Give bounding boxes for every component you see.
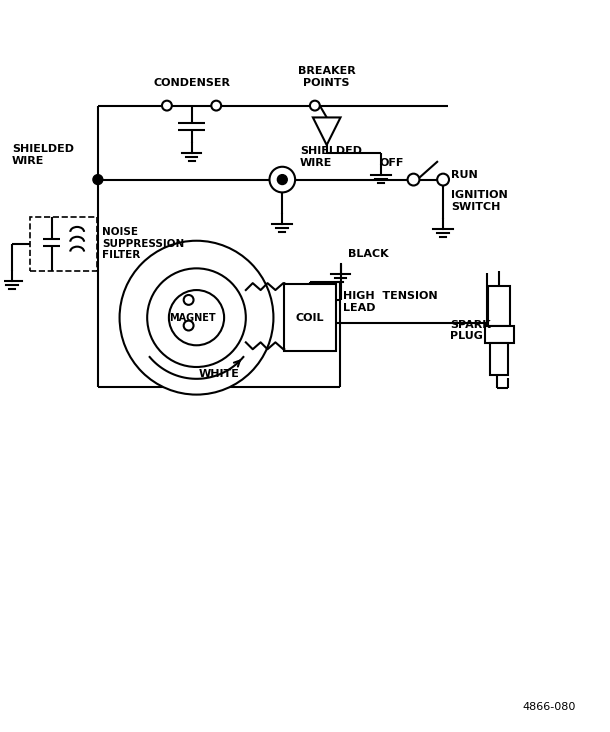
Text: SHIELDED
WIRE: SHIELDED WIRE	[300, 146, 362, 168]
Text: OFF: OFF	[379, 157, 404, 168]
Circle shape	[270, 167, 295, 193]
Circle shape	[278, 175, 287, 184]
Text: RUN: RUN	[451, 170, 478, 179]
Text: HIGH  TENSION
LEAD: HIGH TENSION LEAD	[343, 291, 438, 313]
Text: BREAKER
POINTS: BREAKER POINTS	[298, 67, 356, 88]
Bar	[484, 326, 514, 343]
Circle shape	[162, 101, 172, 111]
Bar	[490, 343, 508, 375]
Circle shape	[169, 290, 224, 346]
Circle shape	[211, 101, 221, 111]
Text: MAGNET: MAGNET	[169, 313, 216, 323]
Text: SHIELDED
WIRE: SHIELDED WIRE	[12, 144, 74, 165]
Text: BLACK: BLACK	[348, 250, 389, 259]
Bar	[489, 286, 510, 326]
Circle shape	[147, 269, 246, 367]
Bar	[30, 217, 97, 271]
Circle shape	[310, 101, 320, 111]
Circle shape	[120, 241, 273, 395]
Text: WHITE: WHITE	[198, 369, 239, 379]
Text: NOISE
SUPPRESSION
FILTER: NOISE SUPPRESSION FILTER	[102, 227, 184, 261]
Circle shape	[407, 173, 420, 185]
Text: CONDENSER: CONDENSER	[153, 78, 230, 88]
Circle shape	[93, 175, 103, 184]
Circle shape	[184, 295, 193, 305]
Text: SPARK
PLUG: SPARK PLUG	[450, 320, 490, 341]
Circle shape	[437, 173, 449, 185]
Text: COIL: COIL	[296, 313, 324, 323]
Circle shape	[184, 321, 193, 330]
Text: 4866-080: 4866-080	[523, 702, 576, 712]
Bar	[284, 284, 336, 351]
Text: IGNITION
SWITCH: IGNITION SWITCH	[451, 190, 508, 212]
